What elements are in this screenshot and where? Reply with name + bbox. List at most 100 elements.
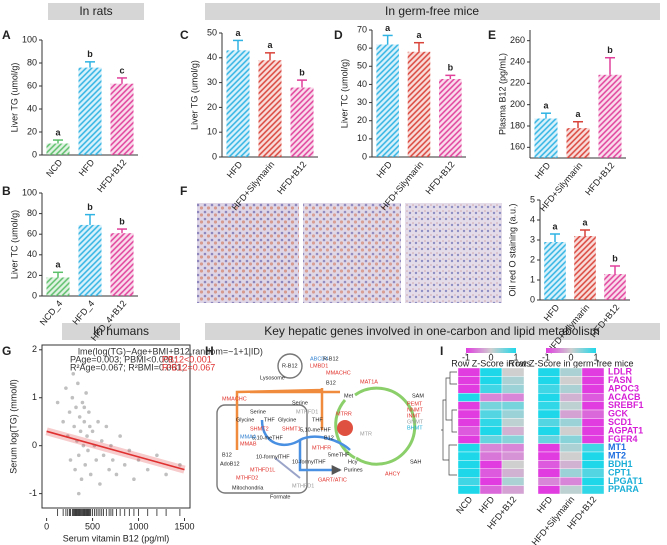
y-tick-label: 1 [530,274,535,284]
heat-cell [501,384,525,394]
heat-cell [501,426,525,436]
heat-cell [501,468,525,478]
heat-cell [537,376,561,385]
point [98,482,102,486]
pathway-label: SAM [412,393,424,399]
point [132,477,136,482]
heat-cell [501,401,525,411]
y-tick-label: 70 [357,24,367,34]
point [67,410,72,414]
y-tick-label: 20 [27,126,37,136]
point [85,434,89,438]
significance-letter: a [552,221,558,231]
significance-letter: b [612,253,618,263]
heat-cell [537,401,561,411]
heat-cell [479,376,503,385]
heat-cell [581,393,605,402]
point [76,381,80,386]
pathway-label: B12 [326,380,336,386]
heat-cell [559,460,583,469]
x-tick-label: NCD_4 [38,298,65,327]
point [118,434,122,438]
row-label: MT1 [608,442,626,452]
heat-cell [581,460,605,469]
colorbar-tick-label: 1 [593,352,598,362]
bar [258,60,282,157]
colorbar-tick-label: 1 [513,352,518,362]
x-tick-label: 500 [85,521,100,531]
panel-letter: H [205,344,214,358]
dendrogram [441,371,457,476]
pathway-label: R-B12 [282,363,298,369]
lysosome [277,353,303,379]
y-tick-label: 160 [510,142,525,152]
significance-letter: c [119,65,124,75]
heat-cell [559,435,583,444]
y-tick-label: 60 [27,80,37,90]
x-tick-label: HFD+B12 [95,157,128,194]
y-tick-label: 40 [207,52,217,62]
micrograph [405,203,502,303]
pathway-label: SAH [410,459,421,465]
row-label: AGPAT1 [608,425,643,435]
heat-cell [457,426,481,436]
pathway-label: MTHFD1L [250,467,275,473]
row-label: BDH1 [608,459,633,469]
heat-cell [457,367,481,377]
panel-letter: A [2,28,11,42]
point [64,386,68,390]
pathway-label: MAT1A [360,379,378,385]
y-axis-label: Liver TG (umol/g) [9,63,19,133]
heat-cell [581,435,605,444]
pathway-label: MTHFD2 [236,475,258,481]
heat-cell [457,451,481,461]
pathway-label: Hcy [348,459,358,465]
y-axis-label: Oil red O staining (a.u.) [507,203,517,296]
pathway-label: MTHFD1 [292,483,314,489]
bar [604,274,626,300]
point [72,424,76,429]
y-tick-label: 60 [357,43,367,53]
heat-cell [457,409,481,419]
colorbar-tick-label: -1 [542,352,550,362]
point [79,477,84,482]
heat-cell [537,426,561,436]
y-tick-label: 20 [357,115,367,125]
pathway-label: GNMT [407,419,424,425]
colorbar-tick-label: -1 [462,352,470,362]
pathway [216,353,417,494]
significance-letter: b [607,45,613,55]
header-box [205,3,660,20]
bar [534,118,558,158]
panel-letter: E [488,28,496,42]
y-tick-label: 220 [510,78,525,88]
pathway-label: ABCD4 [310,356,328,362]
column-label: HFD [535,494,555,515]
point [78,429,83,434]
point [81,443,86,448]
folate-route [260,419,351,470]
heat-cell [479,384,503,394]
pathway-label: B12 [222,452,232,458]
point [70,395,75,400]
heat-cell [559,384,583,394]
panel-letter: F [180,184,187,198]
pathway-label: MTHFD1 [296,409,318,415]
point [94,458,99,462]
heat-cell [457,460,481,469]
heat-cell [501,443,525,453]
y-tick-label: 100 [22,34,37,44]
x-tick-label: HFD [542,302,562,323]
plot-frame [41,344,191,509]
heat-cell [581,477,605,486]
point [86,448,90,453]
panel-letter: G [2,344,11,358]
point [145,467,150,472]
row-label: APOC3 [608,383,639,393]
y-tick-label: 260 [510,35,525,45]
heat-cell [501,393,525,402]
heat-cell [581,485,605,495]
colorbar [466,348,516,353]
point [80,400,85,405]
bar [598,74,622,158]
